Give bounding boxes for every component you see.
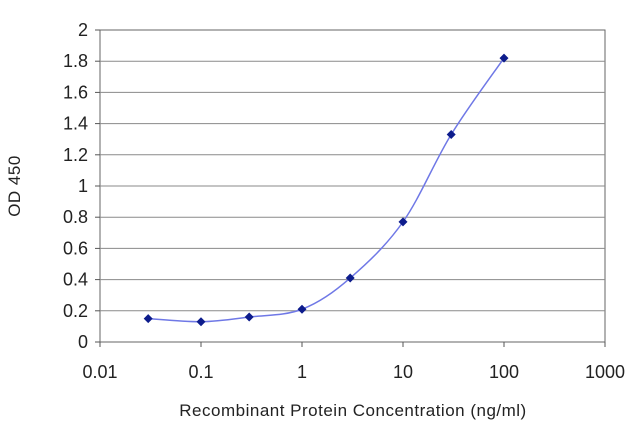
data-point bbox=[297, 304, 307, 314]
x-tick-label: 10 bbox=[393, 362, 413, 382]
x-axis-label: Recombinant Protein Concentration (ng/ml… bbox=[179, 401, 526, 420]
y-axis-ticks: 0 0.2 0.4 0.6 0.8 1 1.2 1.4 1.6 1.8 2 bbox=[63, 20, 100, 352]
y-axis-label: OD 450 bbox=[5, 155, 24, 217]
y-tick-label: 1 bbox=[78, 176, 88, 196]
y-tick-label: 0 bbox=[78, 332, 88, 352]
grid-lines bbox=[100, 60, 605, 312]
data-point bbox=[398, 217, 408, 227]
y-tick-label: 0.4 bbox=[63, 270, 88, 290]
data-point bbox=[244, 312, 254, 322]
y-tick-label: 0.8 bbox=[63, 207, 88, 227]
x-tick-label: 1000 bbox=[585, 362, 625, 382]
data-point bbox=[143, 314, 153, 324]
y-tick-label: 0.2 bbox=[63, 301, 88, 321]
x-axis-ticks: 0.01 0.1 1 10 100 1000 bbox=[82, 342, 625, 382]
x-tick-label: 100 bbox=[489, 362, 519, 382]
data-point bbox=[345, 273, 355, 283]
y-tick-label: 1.2 bbox=[63, 145, 88, 165]
y-tick-label: 1.6 bbox=[63, 82, 88, 102]
y-tick-label: 1.8 bbox=[63, 51, 88, 71]
y-tick-label: 2 bbox=[78, 20, 88, 40]
data-point bbox=[499, 53, 509, 63]
data-point bbox=[446, 130, 456, 140]
series bbox=[143, 53, 509, 327]
y-tick-label: 1.4 bbox=[63, 114, 88, 134]
x-tick-label: 1 bbox=[297, 362, 307, 382]
x-tick-label: 0.01 bbox=[82, 362, 117, 382]
x-tick-label: 0.1 bbox=[188, 362, 213, 382]
y-tick-label: 0.6 bbox=[63, 238, 88, 258]
data-point bbox=[196, 317, 206, 327]
